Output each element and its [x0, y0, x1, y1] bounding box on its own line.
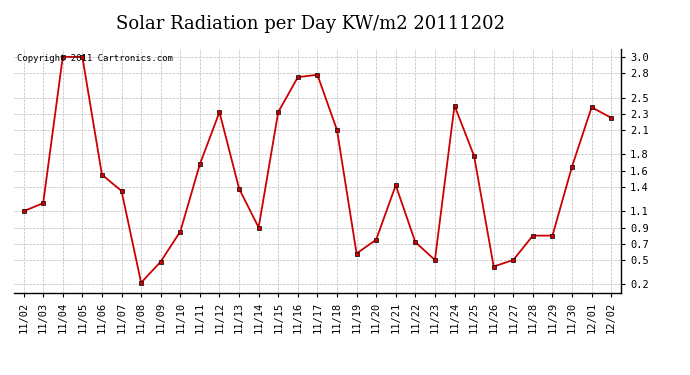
Text: Solar Radiation per Day KW/m2 20111202: Solar Radiation per Day KW/m2 20111202	[116, 15, 505, 33]
Text: Copyright 2011 Cartronics.com: Copyright 2011 Cartronics.com	[17, 54, 172, 63]
